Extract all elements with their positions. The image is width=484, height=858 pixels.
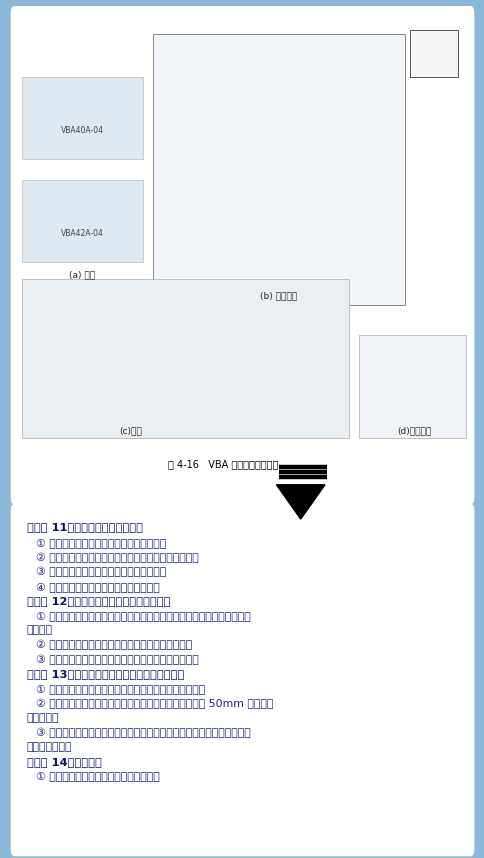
Text: ③ 移动速度过快：确认规格，将速度降到允许范围内。: ③ 移动速度过快：确认规格，将速度降到允许范围内。	[36, 655, 199, 665]
Text: (a) 外观: (a) 外观	[69, 270, 95, 279]
Text: ② 活塞杆偏芯：调整气缸的安装方式，避免横向载荷。: ② 活塞杆偏芯：调整气缸的安装方式，避免横向载荷。	[36, 553, 199, 563]
FancyBboxPatch shape	[409, 30, 457, 77]
Text: ③ 活塞杆有损伤：修补时损伤过大则更换。: ③ 活塞杆有损伤：修补时损伤过大则更换。	[36, 567, 166, 577]
Text: ① 活塞杆密封圈磨损；更换活塞杆密封圈。: ① 活塞杆密封圈磨损；更换活塞杆密封圈。	[36, 538, 166, 548]
Text: 可能减速。: 可能减速。	[27, 713, 59, 723]
Text: ① 配管距离过长：缩短配管距离来缩短响应时间，在制动器端口安装快速: ① 配管距离过长：缩短配管距离来缩短响应时间，在制动器端口安装快速	[36, 611, 251, 621]
FancyBboxPatch shape	[11, 504, 473, 856]
FancyBboxPatch shape	[22, 77, 143, 159]
FancyBboxPatch shape	[11, 6, 473, 505]
Text: 【故障 11】活塞杆和轴承部位漏气: 【故障 11】活塞杆和轴承部位漏气	[27, 522, 142, 532]
FancyBboxPatch shape	[22, 180, 143, 262]
Text: ② 螺距过短，气缸启动时的速度经常不稳定；将螺距调到 50mm 以上或尽: ② 螺距过短，气缸启动时的速度经常不稳定；将螺距调到 50mm 以上或尽	[36, 698, 273, 709]
Text: 【故障 14】外部泄漏: 【故障 14】外部泄漏	[27, 757, 101, 767]
Text: ① 缸杆与缸盖密封圈损伤：更换密封圈。: ① 缸杆与缸盖密封圈损伤：更换密封圈。	[36, 771, 160, 782]
Text: 图 4-16   VBA 系列双作用增压缸: 图 4-16 VBA 系列双作用增压缸	[167, 459, 278, 469]
Text: 【故障 13】带制动器的气缸发生振动或飞出现象: 【故障 13】带制动器的气缸发生振动或飞出现象	[27, 669, 183, 680]
Text: ④ 卡进了杂质：去除杂质，安装防尘罩。: ④ 卡进了杂质：去除杂质，安装防尘罩。	[36, 582, 160, 592]
Text: (d)图形符号: (d)图形符号	[397, 426, 431, 435]
FancyBboxPatch shape	[22, 279, 348, 438]
Text: (c)结构: (c)结构	[120, 426, 142, 435]
Text: VBA42A-04: VBA42A-04	[61, 229, 104, 238]
Text: 【故障 12】带制动器的气缸停止时超程过长: 【故障 12】带制动器的气缸停止时超程过长	[27, 596, 170, 607]
Text: (b) 工作原理: (b) 工作原理	[260, 292, 297, 300]
Text: VBA40A-04: VBA40A-04	[61, 126, 104, 135]
Text: ② 负荷过重：确认规格，将负荷减小到允许范围内。: ② 负荷过重：确认规格，将负荷减小到允许范围内。	[36, 640, 192, 650]
Text: ③ 制动器未开放：有开始移动信号的同时，向制动器端口供给设定压力以: ③ 制动器未开放：有开始移动信号的同时，向制动器端口供给设定压力以	[36, 728, 251, 738]
FancyBboxPatch shape	[358, 335, 465, 438]
FancyBboxPatch shape	[152, 34, 404, 305]
Text: ① 负荷不平衡：设计回路时使其停止时负荷能保持平衡。: ① 负荷不平衡：设计回路时使其停止时负荷能保持平衡。	[36, 684, 205, 694]
Polygon shape	[276, 485, 324, 519]
Text: 排气阀。: 排气阀。	[27, 625, 53, 636]
Text: 上的压缩空气。: 上的压缩空气。	[27, 742, 72, 752]
